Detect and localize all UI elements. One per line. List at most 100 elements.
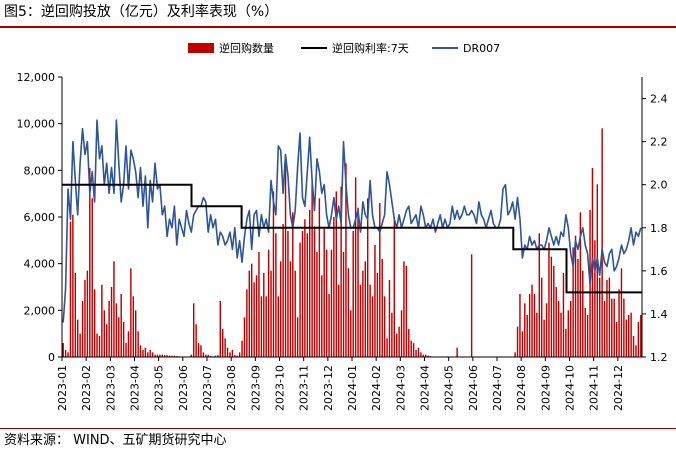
bar: [81, 301, 84, 357]
x-tick-label: 2023-12: [322, 365, 335, 411]
bar: [226, 347, 229, 357]
bar: [359, 284, 362, 357]
bar: [560, 312, 562, 357]
bar: [224, 338, 226, 357]
bar: [84, 280, 86, 357]
bar: [306, 233, 309, 357]
y-left-tick-label: 2,000: [24, 304, 56, 317]
x-tick-label: 2024-01: [346, 365, 359, 411]
bar: [611, 298, 613, 357]
bar: [282, 224, 284, 357]
bar: [144, 347, 147, 357]
bar: [67, 352, 69, 357]
bar: [195, 324, 197, 357]
bar: [321, 275, 323, 357]
bar: [272, 191, 275, 357]
bar: [154, 354, 156, 357]
bar-series: [62, 128, 642, 358]
x-tick-label: 2023-11: [298, 365, 311, 411]
bar: [330, 249, 333, 357]
bar: [408, 329, 410, 357]
bar: [74, 273, 77, 357]
bar: [516, 326, 519, 357]
bar: [234, 355, 236, 357]
y-right-tick-label: 1.6: [650, 265, 668, 278]
bar: [582, 270, 584, 357]
bar: [236, 355, 238, 357]
bar: [635, 345, 637, 357]
bar: [229, 352, 231, 357]
bar: [381, 259, 383, 357]
bar: [238, 352, 241, 357]
legend: 逆回购数量 逆回购利率:7天 DR007: [188, 41, 500, 55]
bar: [364, 261, 367, 357]
bar: [163, 355, 166, 357]
bar: [345, 163, 347, 357]
bar: [200, 345, 202, 357]
bar: [548, 242, 550, 357]
bar: [166, 355, 168, 357]
bar: [514, 352, 516, 357]
bar: [606, 280, 608, 357]
x-tick-label: 2023-09: [249, 365, 262, 411]
bar: [577, 259, 579, 357]
bar: [231, 350, 234, 357]
bar: [197, 343, 200, 357]
bar: [374, 245, 376, 357]
bar: [586, 315, 589, 357]
x-tick-label: 2023-07: [201, 365, 214, 411]
bar: [289, 261, 292, 357]
bar: [101, 284, 103, 357]
bar: [352, 231, 354, 357]
bar: [149, 350, 151, 357]
bar: [521, 331, 524, 357]
bar: [603, 301, 606, 357]
bar: [241, 340, 243, 357]
bar: [168, 355, 171, 357]
bar: [96, 333, 98, 357]
x-tick-label: 2024-12: [612, 365, 625, 411]
bar: [528, 294, 531, 357]
bar: [72, 214, 74, 357]
axes: 0 2,000 4,000 6,000 8,000 10,000 12,000 1.2 1.4 1…: [17, 71, 668, 411]
bar: [565, 329, 567, 357]
bar: [540, 277, 543, 357]
bar: [354, 177, 357, 357]
bar: [76, 319, 79, 357]
bar: [608, 277, 611, 357]
x-tick-label: 2024-11: [588, 365, 601, 411]
bar: [557, 301, 560, 357]
bar: [91, 198, 93, 357]
x-tick-label: 2023-08: [225, 365, 238, 411]
bar: [386, 338, 388, 357]
bar: [292, 212, 294, 357]
bar: [267, 249, 270, 357]
bar: [132, 296, 135, 357]
bar: [625, 319, 628, 357]
title-rule: [0, 26, 676, 28]
bar: [398, 326, 400, 357]
bar: [122, 322, 125, 357]
bar: [279, 261, 282, 357]
x-tick-label: 2024-04: [419, 365, 432, 411]
x-tick-label: 2023-05: [153, 365, 166, 411]
bar: [366, 198, 369, 357]
bar: [567, 310, 570, 357]
bar: [221, 329, 224, 357]
bar: [115, 303, 118, 357]
legend-label-dr007: DR007: [463, 42, 500, 55]
bar: [572, 247, 574, 357]
bar: [171, 355, 173, 357]
bar: [347, 268, 350, 357]
bar: [553, 266, 555, 357]
bar: [277, 296, 280, 357]
bar: [125, 343, 127, 357]
x-tick-label: 2023-06: [177, 365, 190, 411]
bar: [637, 322, 640, 357]
bar: [323, 228, 325, 357]
bar: [470, 254, 473, 357]
bar: [410, 340, 412, 357]
bar: [420, 352, 422, 357]
bar: [253, 282, 255, 357]
bar: [579, 212, 582, 357]
